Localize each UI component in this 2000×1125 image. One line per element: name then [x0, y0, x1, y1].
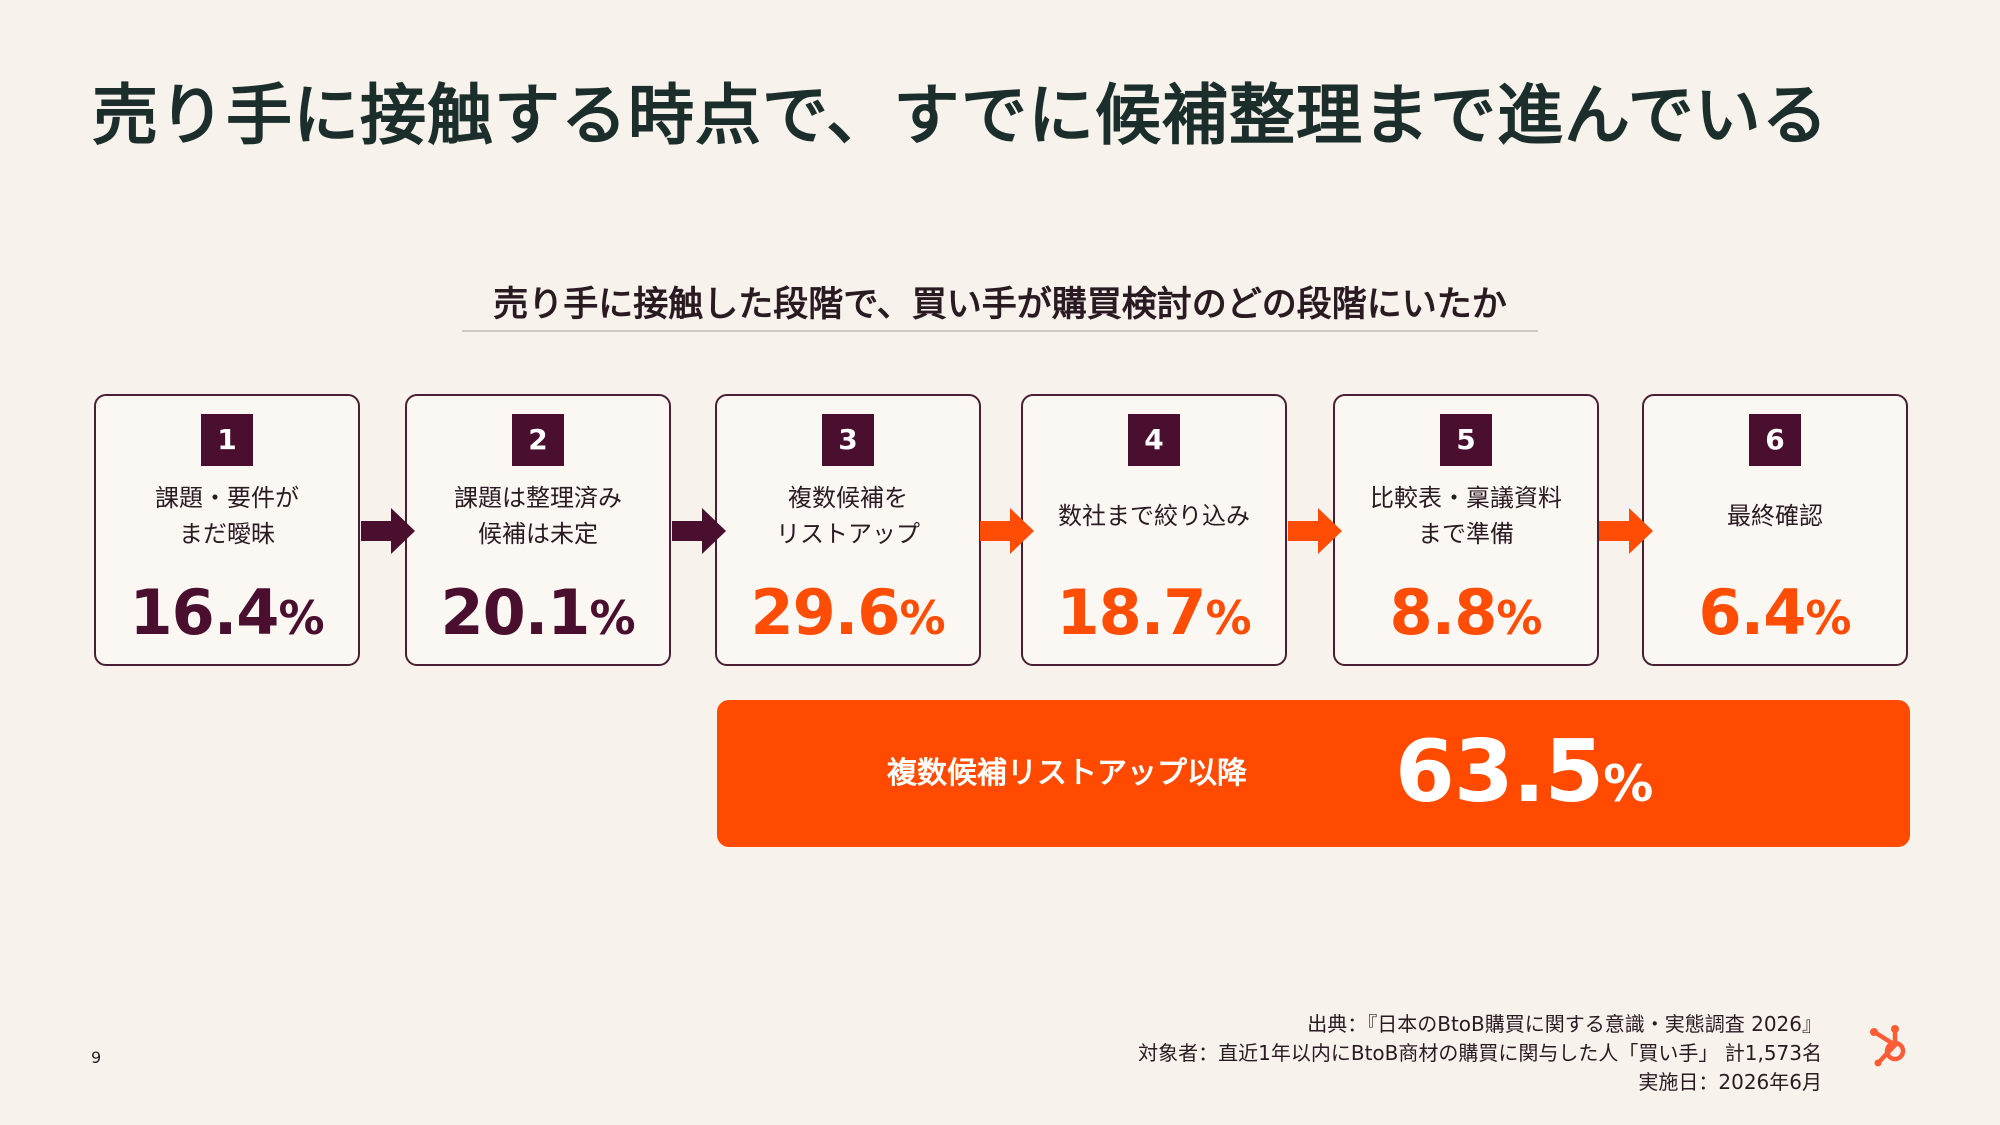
stage-card-1: 1 課題・要件が まだ曖昧 16.4% [94, 394, 360, 666]
stage-card-4: 4 数社まで絞り込み 18.7% [1021, 394, 1287, 666]
subtitle-divider [462, 330, 1538, 332]
stage-value: 8.8 [1389, 576, 1498, 649]
arrow-right-icon [672, 508, 726, 554]
stage-label: 比較表・稟議資料 まで準備 [1370, 484, 1562, 548]
source-line: 実施日：2026年6月 [1638, 1070, 1822, 1094]
stage-number-badge: 6 [1749, 414, 1801, 466]
arrow-right-icon [1288, 508, 1342, 554]
stage-label: 複数候補を リストアップ [776, 484, 920, 548]
stage-card-3: 3 複数候補を リストアップ 29.6% [715, 394, 981, 666]
summary-banner: 複数候補リストアップ以降 63.5% [717, 700, 1910, 847]
stage-percentage: 16.4% [96, 576, 358, 649]
percent-unit: % [1496, 591, 1543, 645]
stage-label: 最終確認 [1727, 502, 1823, 530]
stage-percentage: 29.6% [717, 576, 979, 649]
stage-label: 数社まで絞り込み [1058, 502, 1250, 530]
stage-card-2: 2 課題は整理済み 候補は未定 20.1% [405, 394, 671, 666]
hubspot-sprocket-icon [1870, 1025, 1906, 1067]
percent-unit: % [1205, 591, 1252, 645]
stage-card-6: 6 最終確認 6.4% [1642, 394, 1908, 666]
page-number: 9 [91, 1048, 102, 1067]
stage-percentage: 20.1% [407, 576, 669, 649]
stage-value: 16.4 [129, 576, 279, 649]
chart-subtitle: 売り手に接触した段階で、買い手が購買検討のどの段階にいたか [493, 285, 1507, 325]
stage-card-5: 5 比較表・稟議資料 まで準備 8.8% [1333, 394, 1599, 666]
stage-percentage: 6.4% [1644, 576, 1906, 649]
percent-unit: % [1805, 591, 1852, 645]
stage-number-badge: 2 [512, 414, 564, 466]
stage-label: 課題は整理済み 候補は未定 [454, 484, 622, 548]
percent-unit: % [899, 591, 946, 645]
summary-label: 複数候補リストアップ以降 [887, 756, 1247, 791]
stage-label: 課題・要件が まだ曖昧 [155, 484, 299, 548]
summary-percentage: 63.5% [1395, 722, 1653, 822]
stage-value: 18.7 [1056, 576, 1206, 649]
source-note: 出典：『日本のBtoB購買に関する意識・実態調査 2026』 対象者：直近1年以… [1138, 1010, 1822, 1097]
arrow-right-icon [980, 508, 1034, 554]
percent-unit: % [278, 591, 325, 645]
stage-number-badge: 5 [1440, 414, 1492, 466]
summary-value: 63.5 [1395, 722, 1604, 822]
stage-percentage: 18.7% [1023, 576, 1285, 649]
stage-value: 6.4 [1698, 576, 1807, 649]
stage-value: 20.1 [440, 576, 590, 649]
stage-number-badge: 3 [822, 414, 874, 466]
page-title: 売り手に接触する時点で、すでに候補整理まで進んでいる [92, 77, 1829, 154]
stage-number-badge: 1 [201, 414, 253, 466]
stage-percentage: 8.8% [1335, 576, 1597, 649]
arrow-right-icon [1599, 508, 1653, 554]
source-line: 出典：『日本のBtoB購買に関する意識・実態調査 2026』 [1307, 1012, 1822, 1036]
percent-unit: % [589, 591, 636, 645]
percent-unit: % [1603, 755, 1654, 813]
stage-value: 29.6 [750, 576, 900, 649]
arrow-right-icon [361, 508, 415, 554]
source-line: 対象者：直近1年以内にBtoB商材の購買に関与した人「買い手」 計1,573名 [1138, 1041, 1822, 1065]
stage-number-badge: 4 [1128, 414, 1180, 466]
